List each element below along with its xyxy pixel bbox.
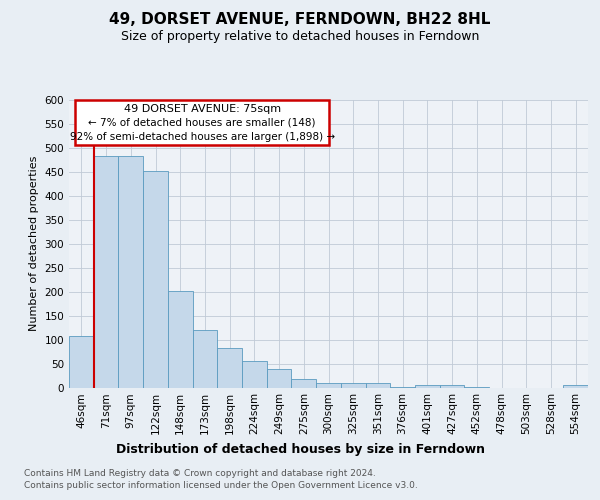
- Bar: [193, 330, 217, 388]
- Bar: [94, 156, 118, 388]
- Text: Distribution of detached houses by size in Ferndown: Distribution of detached houses by size …: [115, 442, 485, 456]
- Bar: [69, 336, 94, 388]
- Text: 92% of semi-detached houses are larger (1,898) →: 92% of semi-detached houses are larger (…: [70, 132, 335, 142]
- Text: 49, DORSET AVENUE, FERNDOWN, BH22 8HL: 49, DORSET AVENUE, FERNDOWN, BH22 8HL: [109, 12, 491, 28]
- Bar: [168, 290, 193, 388]
- Bar: [415, 384, 440, 388]
- Bar: [316, 382, 341, 388]
- Bar: [440, 385, 464, 388]
- Text: Size of property relative to detached houses in Ferndown: Size of property relative to detached ho…: [121, 30, 479, 43]
- Text: 49 DORSET AVENUE: 75sqm: 49 DORSET AVENUE: 75sqm: [124, 104, 281, 114]
- Text: Contains HM Land Registry data © Crown copyright and database right 2024.: Contains HM Land Registry data © Crown c…: [24, 469, 376, 478]
- Bar: [267, 370, 292, 388]
- Bar: [217, 348, 242, 388]
- Bar: [365, 382, 390, 388]
- Bar: [118, 156, 143, 388]
- Bar: [292, 380, 316, 388]
- Bar: [143, 171, 168, 388]
- Bar: [563, 385, 588, 388]
- Bar: [242, 361, 267, 388]
- Text: Contains public sector information licensed under the Open Government Licence v3: Contains public sector information licen…: [24, 481, 418, 490]
- Y-axis label: Number of detached properties: Number of detached properties: [29, 156, 39, 332]
- Bar: [341, 382, 365, 388]
- Text: ← 7% of detached houses are smaller (148): ← 7% of detached houses are smaller (148…: [88, 118, 316, 128]
